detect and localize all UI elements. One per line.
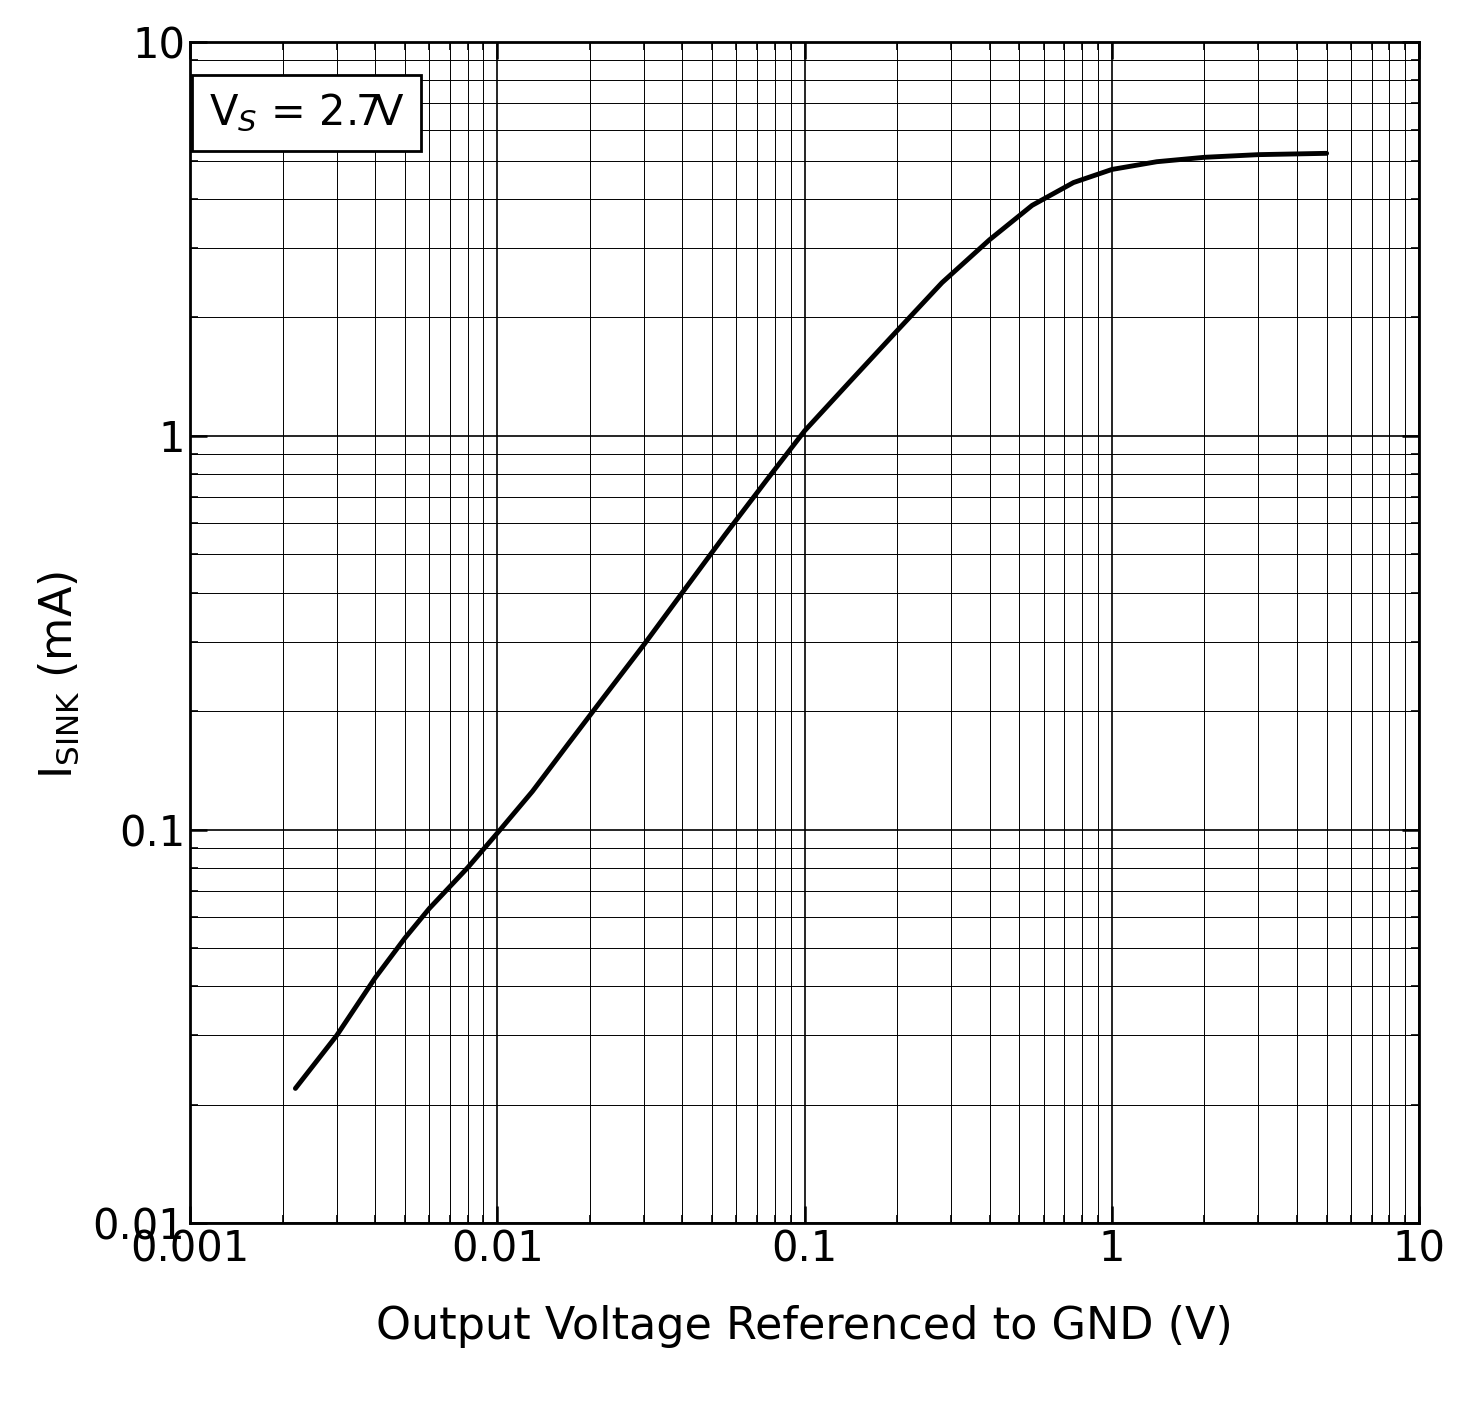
X-axis label: Output Voltage Referenced to GND (V): Output Voltage Referenced to GND (V) [376,1305,1233,1348]
Text: V$_S$ = 2.7V: V$_S$ = 2.7V [209,91,405,134]
Text: $\mathregular{I_{SINK}}$ (mA): $\mathregular{I_{SINK}}$ (mA) [37,571,80,779]
